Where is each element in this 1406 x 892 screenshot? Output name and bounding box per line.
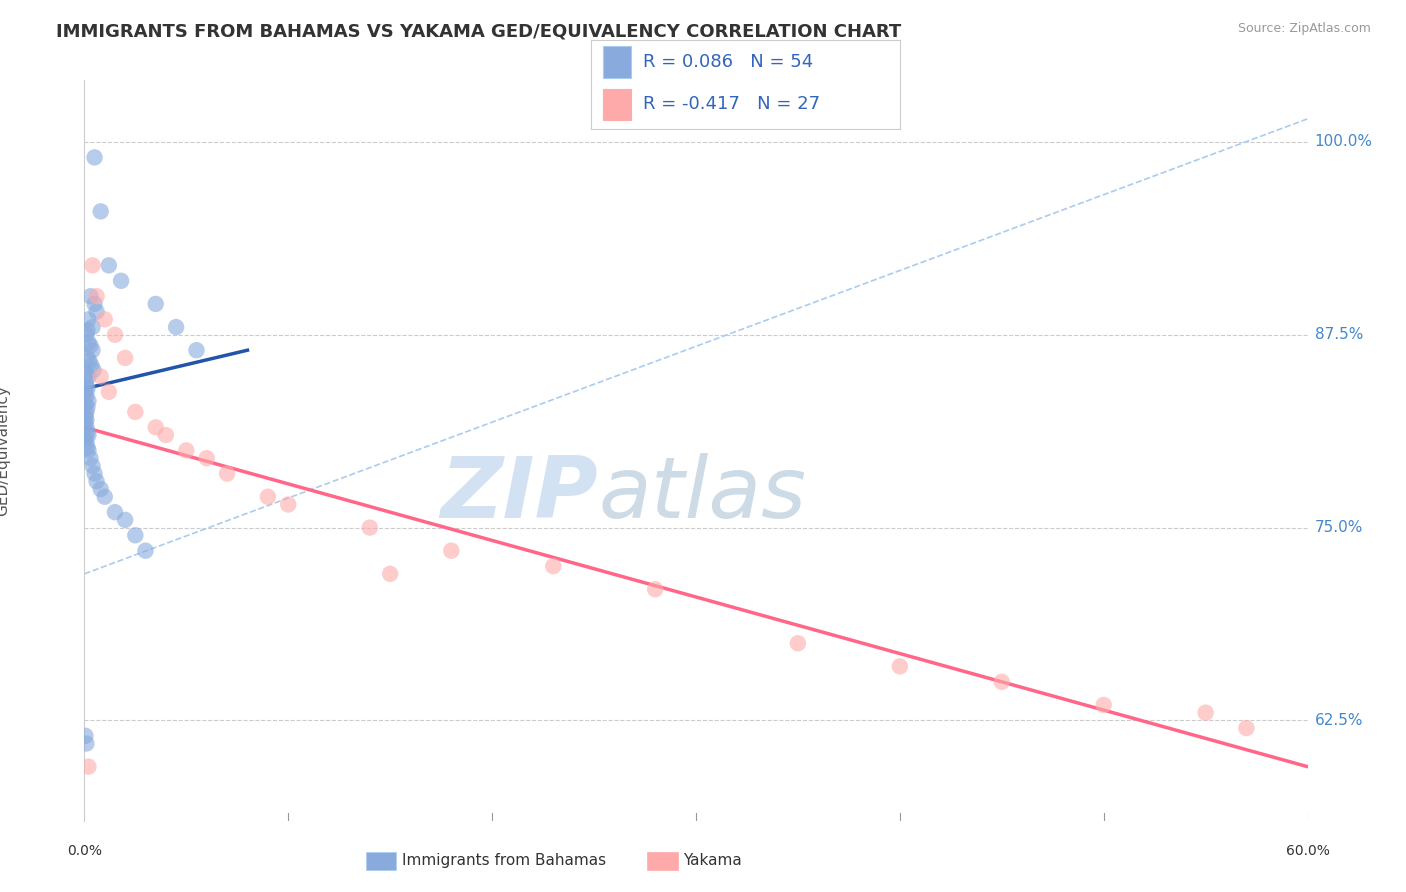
Point: [97, 258, 120, 272]
Point: [83, 297, 105, 311]
Text: atlas: atlas: [598, 453, 806, 536]
Point: [145, 420, 167, 434]
Point: [186, 343, 208, 358]
Point: [79, 451, 101, 466]
Point: [82, 258, 104, 272]
Point: [1236, 721, 1258, 735]
Point: [75, 412, 97, 426]
Point: [124, 528, 146, 542]
Point: [75, 367, 97, 381]
Point: [195, 451, 218, 466]
FancyBboxPatch shape: [603, 46, 631, 78]
Point: [165, 320, 187, 334]
Point: [75, 327, 97, 342]
Text: 87.5%: 87.5%: [1315, 327, 1362, 343]
Point: [82, 343, 104, 358]
Point: [77, 428, 100, 442]
Point: [114, 513, 136, 527]
Point: [77, 335, 100, 350]
Point: [83, 363, 105, 377]
Point: [75, 374, 97, 388]
Point: [155, 428, 177, 442]
Text: GED/Equivalency: GED/Equivalency: [0, 385, 10, 516]
Point: [104, 505, 127, 519]
Point: [380, 566, 402, 581]
Point: [83, 150, 105, 164]
Point: [75, 384, 97, 399]
Point: [75, 409, 97, 424]
Text: 62.5%: 62.5%: [1315, 713, 1362, 728]
Point: [76, 401, 98, 415]
Point: [83, 467, 105, 481]
Point: [75, 397, 97, 411]
Point: [76, 351, 98, 365]
Point: [75, 435, 97, 450]
Text: IMMIGRANTS FROM BAHAMAS VS YAKAMA GED/EQUIVALENCY CORRELATION CHART: IMMIGRANTS FROM BAHAMAS VS YAKAMA GED/EQ…: [56, 22, 901, 40]
Text: Immigrants from Bahamas: Immigrants from Bahamas: [402, 854, 606, 868]
Point: [889, 659, 911, 673]
Point: [75, 389, 97, 403]
Point: [76, 425, 98, 439]
Point: [79, 289, 101, 303]
Point: [77, 369, 100, 384]
Text: R = -0.417   N = 27: R = -0.417 N = 27: [643, 95, 820, 113]
Point: [104, 327, 127, 342]
Point: [114, 351, 136, 365]
Point: [79, 354, 101, 368]
Point: [75, 405, 97, 419]
Point: [82, 458, 104, 473]
Text: Source: ZipAtlas.com: Source: ZipAtlas.com: [1237, 22, 1371, 36]
Point: [90, 482, 112, 496]
Point: [76, 382, 98, 396]
Text: R = 0.086   N = 54: R = 0.086 N = 54: [643, 54, 813, 71]
Point: [90, 204, 112, 219]
Point: [86, 289, 108, 303]
Point: [787, 636, 810, 650]
Text: ZIP: ZIP: [440, 453, 598, 536]
Point: [77, 759, 100, 773]
Point: [1092, 698, 1115, 712]
Point: [80, 359, 103, 373]
Point: [90, 369, 112, 384]
Point: [97, 384, 120, 399]
Point: [217, 467, 239, 481]
Point: [75, 431, 97, 445]
Text: 0.0%: 0.0%: [67, 844, 101, 858]
Text: 75.0%: 75.0%: [1315, 520, 1362, 535]
Point: [86, 304, 108, 318]
Point: [277, 498, 299, 512]
Point: [75, 420, 97, 434]
Point: [76, 323, 98, 337]
Point: [644, 582, 666, 597]
Point: [145, 297, 167, 311]
Point: [77, 443, 100, 458]
Point: [86, 475, 108, 489]
Point: [359, 520, 381, 534]
FancyBboxPatch shape: [603, 89, 631, 120]
Point: [75, 737, 97, 751]
Point: [257, 490, 280, 504]
Point: [93, 490, 115, 504]
Point: [1195, 706, 1218, 720]
Point: [543, 559, 565, 574]
Point: [75, 378, 97, 392]
Point: [79, 338, 101, 352]
Text: 60.0%: 60.0%: [1285, 844, 1330, 858]
Text: 100.0%: 100.0%: [1315, 135, 1372, 150]
Point: [75, 729, 97, 743]
Point: [93, 312, 115, 326]
Point: [124, 405, 146, 419]
Point: [135, 543, 157, 558]
Point: [77, 394, 100, 409]
Point: [82, 320, 104, 334]
Text: Yakama: Yakama: [683, 854, 742, 868]
Point: [110, 274, 132, 288]
Point: [991, 674, 1014, 689]
Point: [174, 443, 197, 458]
Point: [76, 441, 98, 455]
Point: [75, 416, 97, 430]
Point: [77, 312, 100, 326]
Point: [440, 543, 463, 558]
